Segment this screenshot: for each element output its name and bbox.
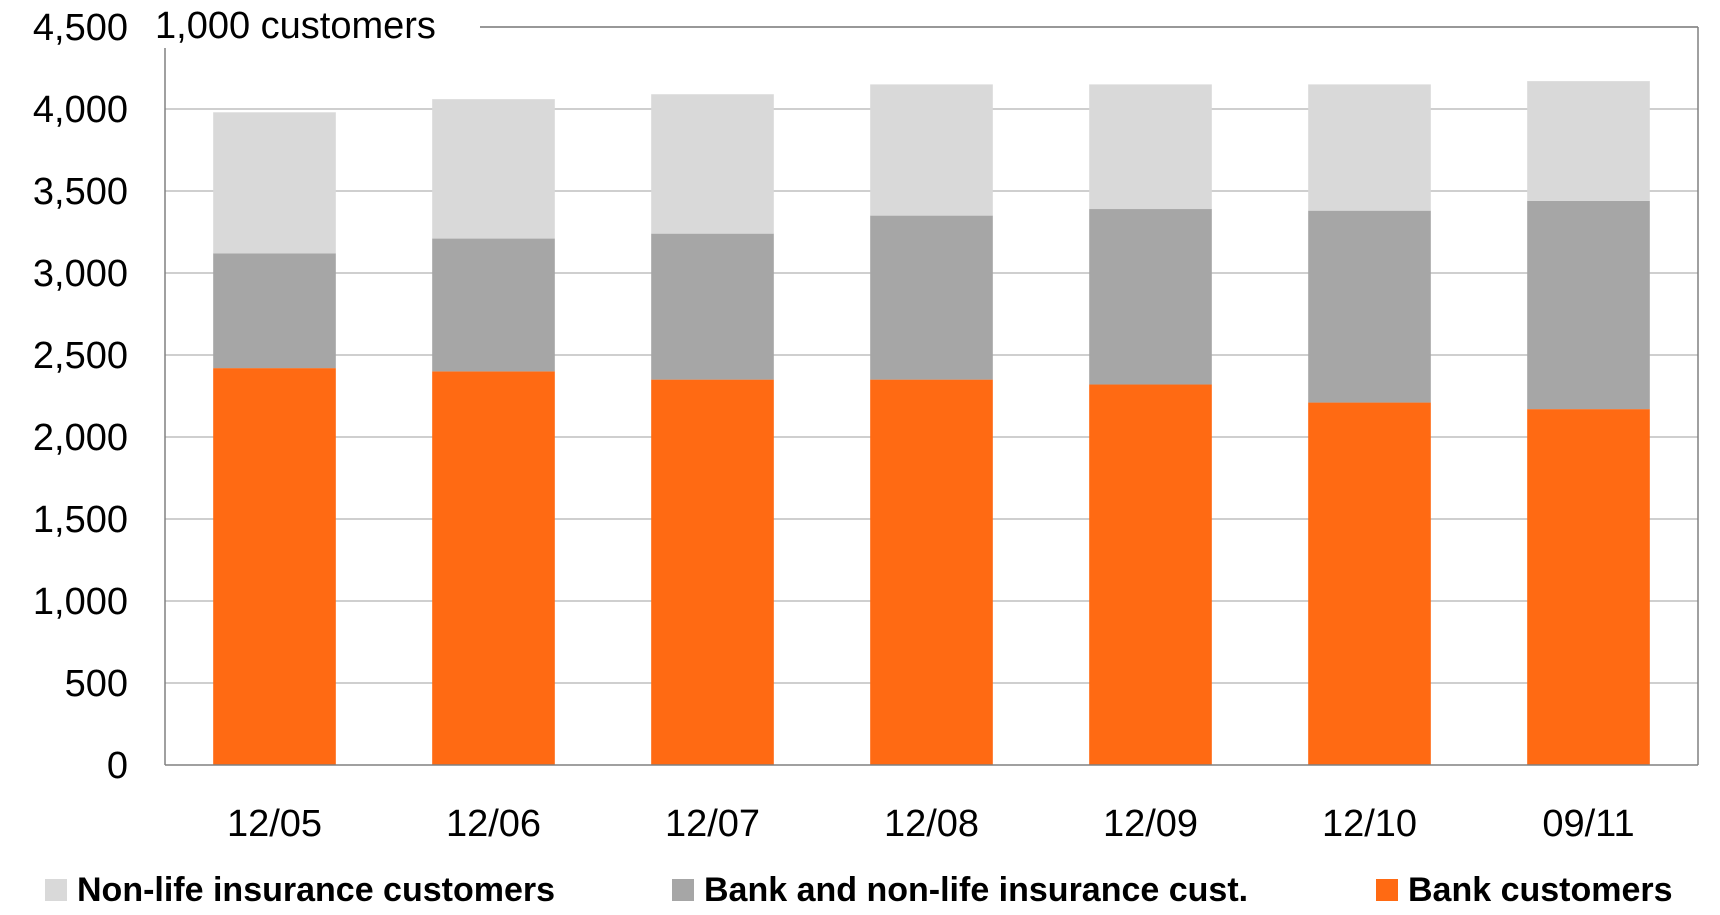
legend-swatch-bank: [1376, 879, 1398, 901]
bar-segment-s0-c1: [432, 371, 555, 765]
x-tick-label: 12/05: [227, 803, 322, 845]
bar-segment-s2-c4: [1089, 84, 1212, 210]
x-tick-label: 09/11: [1542, 803, 1634, 845]
y-tick-label: 0: [107, 745, 128, 787]
y-tick-labels: 0 500 1,000 1,500 2,000 2,500 3,000 3,500 4,000 4…: [33, 7, 128, 787]
y-tick-label: 1,000: [33, 581, 128, 623]
bar-segment-s1-c4: [1089, 209, 1212, 385]
unit-label: 1,000 customers: [155, 5, 436, 47]
legend-item-bank: Bank customers: [1376, 870, 1673, 910]
bar-segment-s2-c0: [213, 112, 336, 254]
legend-label-bank-and-non-life: Bank and non-life insurance cust.: [704, 870, 1249, 909]
unit-label-background: [150, 8, 480, 48]
bar-segment-s2-c1: [432, 99, 555, 239]
bars: [213, 81, 1650, 765]
legend-swatch-bank-and-non-life: [672, 879, 694, 901]
bar-segment-s0-c6: [1527, 409, 1650, 765]
x-tick-label: 12/07: [665, 803, 760, 845]
bar-segment-s1-c5: [1308, 210, 1431, 403]
bar-segment-s1-c3: [870, 215, 993, 380]
bar-segment-s2-c3: [870, 84, 993, 216]
legend-swatch-non-life: [45, 879, 67, 901]
y-tick-label: 2,000: [33, 417, 128, 459]
x-tick-label: 12/06: [446, 803, 541, 845]
y-tick-label: 4,000: [33, 89, 128, 131]
legend: Non-life insurance customers Bank and no…: [0, 870, 1720, 910]
bar-segment-s1-c6: [1527, 200, 1650, 410]
y-tick-label: 3,000: [33, 253, 128, 295]
legend-label-non-life: Non-life insurance customers: [77, 870, 556, 909]
legend-label-bank: Bank customers: [1408, 870, 1673, 909]
y-tick-label: 3,500: [33, 171, 128, 213]
bar-segment-s1-c2: [651, 233, 774, 380]
bar-segment-s0-c0: [213, 368, 336, 765]
stacked-bar-chart: 0 500 1,000 1,500 2,000 2,500 3,000 3,500 4,000 4…: [33, 5, 1699, 845]
y-tick-label: 1,500: [33, 499, 128, 541]
bar-segment-s0-c5: [1308, 402, 1431, 765]
x-tick-labels: 12/05 12/06 12/07 12/08 12/09 12/10 09/11: [227, 803, 1635, 845]
y-tick-label: 2,500: [33, 335, 128, 377]
bar-segment-s2-c6: [1527, 81, 1650, 201]
bar-segment-s1-c1: [432, 238, 555, 372]
y-tick-label: 500: [65, 663, 128, 705]
bar-segment-s0-c3: [870, 379, 993, 765]
x-tick-label: 12/08: [884, 803, 979, 845]
bar-segment-s2-c5: [1308, 84, 1431, 211]
x-tick-label: 12/10: [1322, 803, 1417, 845]
x-tick-label: 12/09: [1103, 803, 1198, 845]
y-tick-label: 4,500: [33, 7, 128, 49]
bar-segment-s0-c4: [1089, 384, 1212, 765]
bar-segment-s2-c2: [651, 94, 774, 234]
legend-item-bank-and-non-life: Bank and non-life insurance cust.: [672, 870, 1248, 910]
legend-item-non-life: Non-life insurance customers: [45, 870, 555, 910]
bar-segment-s1-c0: [213, 253, 336, 369]
bar-segment-s0-c2: [651, 379, 774, 765]
